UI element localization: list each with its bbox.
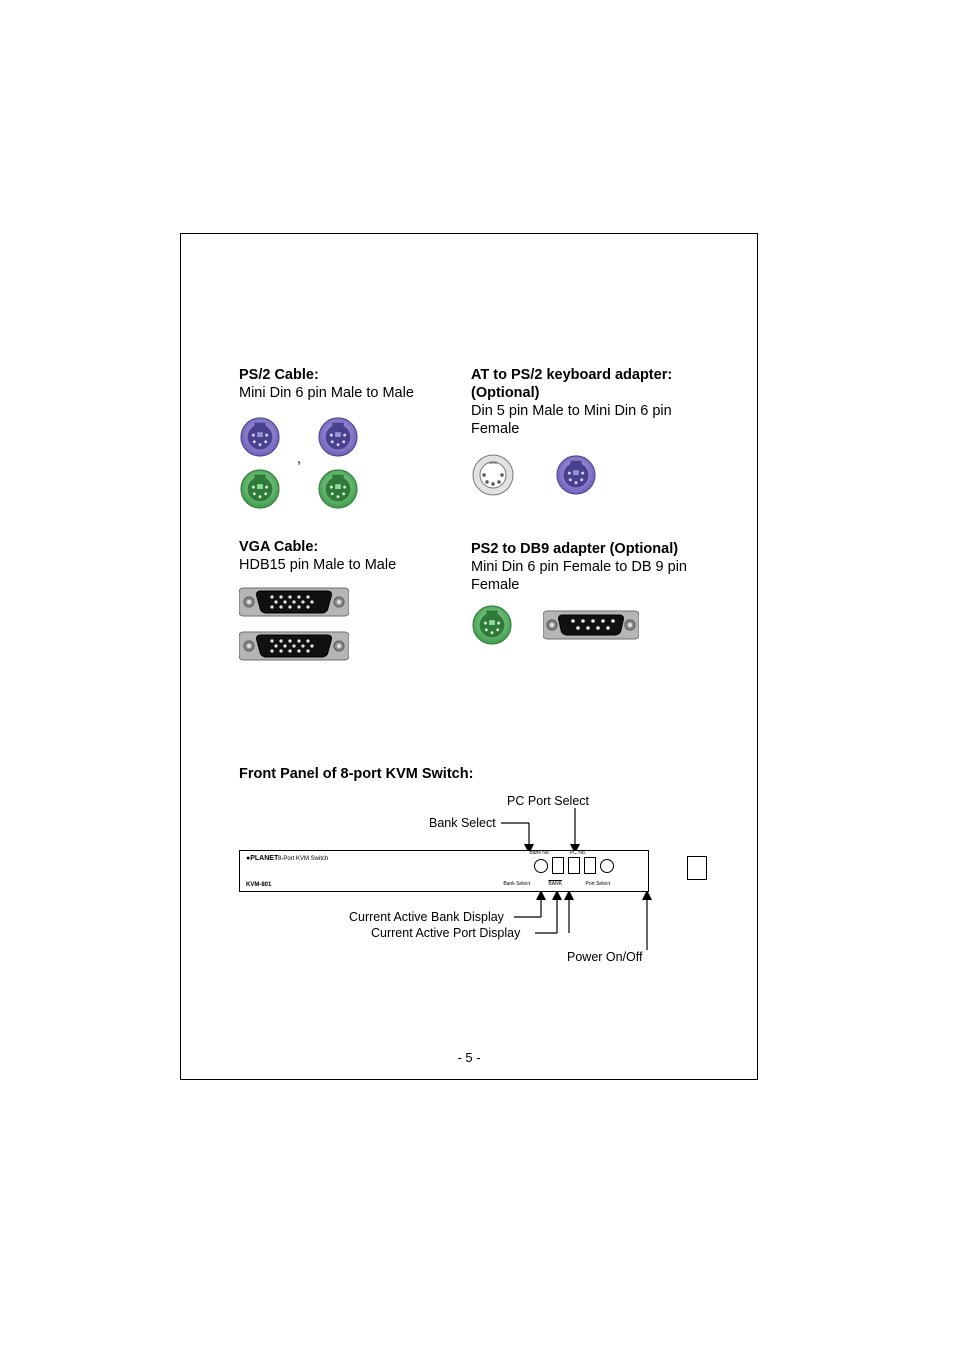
tiny-pc-no: PC No. [570,850,586,856]
page-number: - 5 - [181,1050,757,1065]
vga-icon-2 [239,628,349,664]
vga-title: VGA Cable: [239,538,459,556]
device-brand: ●PLANET [246,855,278,862]
tiny-bank-no: Bank No. [529,850,550,856]
vga-desc: HDB15 pin Male to Male [239,556,459,574]
device-product: 8-Port KVM Switch [278,856,328,862]
port-display-2 [584,857,596,874]
ps2-purple-green-stack-2 [317,416,359,510]
callout-active-port: Current Active Port Display [371,926,520,940]
port-display-1 [568,857,580,874]
db9-icon [543,608,639,642]
section-vga-cable: VGA Cable: HDB15 pin Male to Male [239,538,459,664]
callout-power: Power On/Off [567,950,643,964]
ps2-green-icon [239,468,281,510]
document-page: PS/2 Cable: Mini Din 6 pin Male to Male [180,233,758,1080]
front-panel-diagram: PC Port Select Bank Select [239,794,679,984]
ps2-desc: Mini Din 6 pin Male to Male [239,384,459,402]
ps2db9-connectors [471,604,691,646]
kvm-device: ●PLANET 8-Port KVM Switch KVM-801 Bank N… [239,850,649,892]
section-at-ps2: AT to PS/2 keyboard adapter: (Optional) … [471,366,691,497]
ps2-connectors-row: , [239,416,459,510]
callout-pc-port-select: PC Port Select [507,794,589,808]
bank-select-button[interactable] [534,859,548,873]
callout-bank-select: Bank Select [429,816,496,830]
tiny-bank: BANK [548,881,562,887]
bank-display [552,857,564,874]
din5-icon [471,453,515,497]
ps2-female-purple-icon [555,454,597,496]
vga-icon-1 [239,584,349,620]
content-area: PS/2 Cable: Mini Din 6 pin Male to Male [181,234,757,1079]
power-switch[interactable] [687,856,707,880]
section-ps2-db9: PS2 to DB9 adapter (Optional) Mini Din 6… [471,540,691,646]
ps2-purple-stack [239,416,281,510]
atps2-desc: Din 5 pin Male to Mini Din 6 pin Female [471,402,691,438]
ps2db9-title: PS2 to DB9 adapter (Optional) [471,540,691,558]
tiny-port-select: Port Select [586,881,610,887]
tiny-bank-select: Bank Select [503,881,530,887]
ps2db9-desc: Mini Din 6 pin Female to DB 9 pin Female [471,558,691,594]
panel-title: Front Panel of 8-port KVM Switch: [239,766,473,782]
ps2-title: PS/2 Cable: [239,366,459,384]
separator-comma: , [297,450,301,466]
atps2-connectors [471,453,691,497]
callout-active-bank: Current Active Bank Display [349,910,504,924]
ps2-female-green-icon [471,604,513,646]
ps2-purple-icon-2 [317,416,359,458]
ps2-green-icon-2 [317,468,359,510]
device-model: KVM-801 [246,882,271,888]
section-ps2-cable: PS/2 Cable: Mini Din 6 pin Male to Male [239,366,459,510]
ps2-purple-icon [239,416,281,458]
port-select-button[interactable] [600,859,614,873]
control-cluster [534,857,614,874]
vga-connectors [239,584,459,664]
atps2-title: AT to PS/2 keyboard adapter: (Optional) [471,366,691,402]
